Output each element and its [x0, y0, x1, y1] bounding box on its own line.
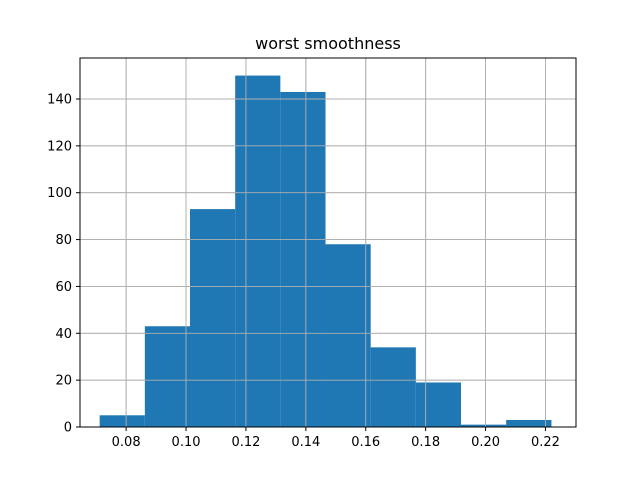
histogram-bar [325, 244, 371, 427]
chart-title: worst smoothness [255, 34, 401, 53]
histogram-bar [370, 347, 416, 427]
y-tick-label: 80 [55, 233, 72, 248]
x-tick-label: 0.08 [112, 435, 141, 450]
x-tick-label: 0.18 [411, 435, 440, 450]
y-tick-label: 140 [47, 93, 72, 108]
plot-frame [79, 57, 577, 428]
histogram-bar [190, 209, 236, 427]
x-tick-label: 0.14 [291, 435, 320, 450]
histogram-bar [415, 382, 462, 427]
y-tick-label: 20 [55, 374, 72, 389]
histogram-bars [99, 75, 552, 428]
x-axis-ticks: 0.08 0.10 0.12 0.14 0.16 0.18 0.20 0.22 [112, 427, 560, 450]
y-tick-label: 100 [47, 186, 72, 201]
x-tick-label: 0.22 [531, 435, 560, 450]
histogram-bar [235, 75, 281, 428]
x-tick-label: 0.12 [231, 435, 260, 450]
x-tick-label: 0.16 [351, 435, 380, 450]
axes [79, 57, 577, 428]
y-tick-label: 120 [47, 139, 72, 154]
histogram-bar [99, 415, 145, 427]
y-tick-label: 0 [64, 421, 72, 436]
histogram-bar [461, 424, 507, 427]
histogram-bar [506, 419, 552, 427]
histogram-bar [144, 326, 191, 427]
histogram-bar [280, 91, 326, 427]
y-tick-label: 40 [55, 327, 72, 342]
y-axis-ticks: 0 20 40 60 80 100 120 140 [47, 93, 80, 436]
x-tick-label: 0.10 [172, 435, 201, 450]
y-tick-label: 60 [55, 280, 72, 295]
x-tick-label: 0.20 [471, 435, 500, 450]
